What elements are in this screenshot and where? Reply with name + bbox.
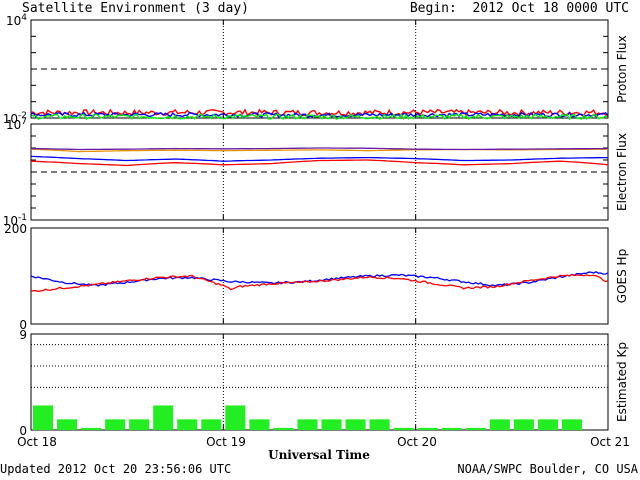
series-line-1-3 [30, 159, 609, 167]
kp-bar [321, 419, 342, 430]
y-tick-label-0-1: 10-2 [3, 111, 27, 126]
kp-bar [561, 419, 582, 430]
panel-frame-3 [30, 333, 609, 431]
kp-bar [129, 419, 150, 430]
x-tick-label-1: Oct 19 [206, 435, 246, 449]
kp-bar [441, 427, 462, 430]
begin-time: Begin: 2012 Oct 18 0000 UTC [409, 1, 629, 16]
kp-bar [273, 427, 294, 430]
kp-bar [57, 419, 78, 430]
kp-bar [489, 419, 510, 430]
kp-bar [225, 405, 246, 430]
series-line-1-2 [30, 155, 608, 162]
kp-bar [33, 405, 54, 430]
kp-bar [201, 419, 222, 430]
panel-frame-2 [30, 227, 609, 325]
credit-text: NOAA/SWPC Boulder, CO USA [457, 462, 638, 476]
y-tick-label-1-1: 10-1 [3, 213, 27, 228]
x-tick-label-2: Oct 20 [397, 435, 437, 449]
kp-bar [249, 419, 270, 430]
page-title: Satellite Environment (3 day) [22, 1, 249, 16]
y-axis-label-3: Estimated Kp [615, 342, 629, 422]
y-tick-label-2-1: 0 [19, 318, 27, 332]
kp-bar [297, 419, 318, 430]
kp-bar [537, 419, 558, 430]
series-line-1-1 [30, 147, 609, 151]
y-tick-label-3-0: 9 [19, 328, 27, 342]
series-line-2-1 [30, 273, 609, 293]
series-line-1-0 [30, 148, 608, 153]
y-axis-label-2: GOES Hp [615, 249, 629, 303]
kp-bar [345, 419, 366, 430]
y-tick-label-3-1: 0 [19, 424, 27, 438]
kp-bar [105, 419, 126, 430]
kp-bar [465, 427, 486, 430]
kp-bar [177, 419, 198, 430]
x-tick-label-3: Oct 21 [590, 435, 630, 449]
kp-bar [81, 427, 102, 430]
y-tick-label-1-0: 107 [6, 117, 27, 132]
kp-bar [513, 419, 534, 430]
y-axis-label-1: Electron Flux [615, 133, 629, 211]
kp-bar [417, 427, 438, 430]
series-line-0-2 [30, 112, 609, 121]
updated-timestamp: Updated 2012 Oct 20 23:56:06 UTC [0, 462, 232, 476]
series-line-2-0 [30, 271, 609, 287]
y-tick-label-0-0: 104 [6, 13, 27, 28]
x-tick-label-0: Oct 18 [17, 435, 57, 449]
kp-bar [153, 405, 174, 430]
y-tick-label-2-0: 200 [4, 222, 27, 236]
x-axis-label: Universal Time [268, 448, 370, 462]
kp-bar [393, 427, 414, 430]
y-axis-label-0: Proton Flux [615, 35, 629, 102]
kp-bar [369, 419, 390, 430]
